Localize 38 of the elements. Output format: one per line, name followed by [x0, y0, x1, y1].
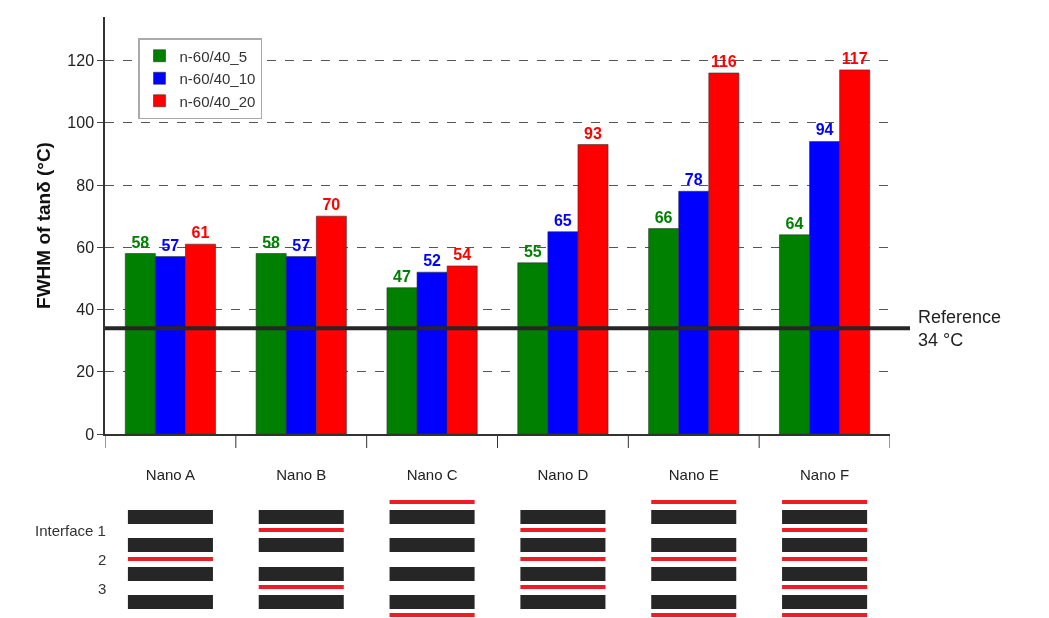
data-label: 70	[322, 196, 341, 214]
x-tick-label: Nano F	[799, 465, 850, 483]
data-label: 78	[684, 171, 703, 189]
y-tick-label: 20	[76, 363, 95, 381]
y-tick-label: 100	[67, 114, 95, 132]
data-label: 57	[292, 236, 311, 254]
data-label: 47	[393, 267, 411, 285]
y-tick-label: 60	[76, 238, 95, 256]
legend-label: n-60/40_10	[179, 70, 256, 88]
y-tick-label: 80	[76, 176, 95, 194]
data-label: 93	[584, 124, 602, 142]
data-label: 58	[131, 233, 150, 251]
y-tick-label: 0	[85, 425, 95, 443]
text: 2	[98, 551, 107, 568]
data-label: 58	[262, 233, 281, 251]
data-label: 54	[453, 245, 472, 263]
text: 3	[98, 580, 107, 597]
y-axis-title: FWHM of tanδ (°C)	[32, 142, 54, 309]
x-tick-label: Nano C	[406, 465, 458, 483]
legend-label: n-60/40_20	[179, 92, 256, 110]
data-label: 65	[553, 211, 572, 229]
x-tick-label: Nano A	[145, 465, 196, 483]
y-tick-label: 40	[76, 301, 95, 319]
y-tick-label: 120	[67, 52, 95, 70]
legend-label: n-60/40_5	[179, 47, 248, 65]
x-tick-label: Nano B	[276, 465, 327, 483]
data-label: 94	[815, 121, 834, 139]
x-tick-label: Nano E	[668, 465, 719, 483]
ref-line-label: Reference 34 °C	[918, 307, 1002, 351]
data-label: 61	[191, 224, 210, 242]
data-label: 57	[161, 236, 180, 254]
data-label: 116	[710, 53, 737, 71]
data-label: 66	[654, 208, 673, 226]
x-tick-label: Nano D	[537, 465, 589, 483]
data-label: 52	[423, 252, 442, 270]
text: Interface 1	[35, 522, 106, 539]
data-label: 55	[523, 242, 542, 260]
data-label: 64	[785, 214, 804, 232]
